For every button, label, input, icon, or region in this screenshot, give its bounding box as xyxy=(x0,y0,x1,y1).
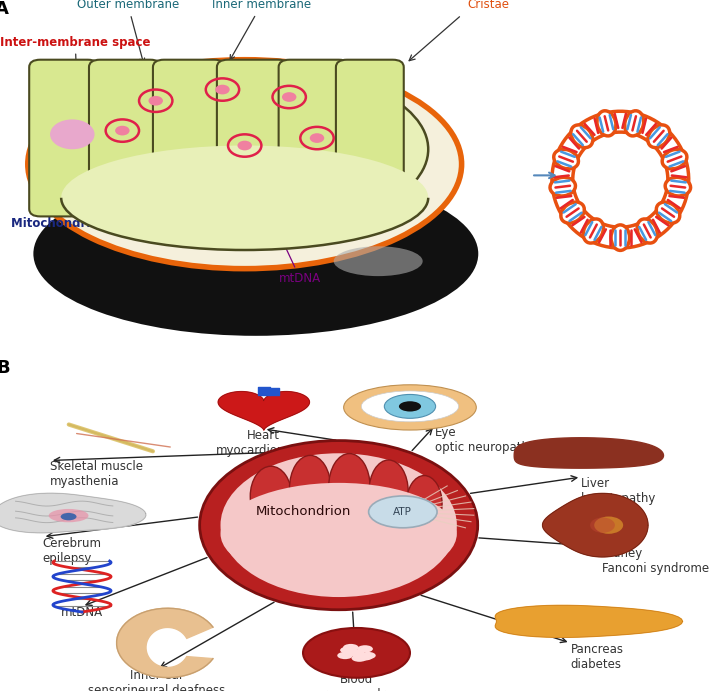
Ellipse shape xyxy=(329,453,370,520)
Ellipse shape xyxy=(559,200,586,225)
Ellipse shape xyxy=(289,455,331,522)
Text: mtDNA: mtDNA xyxy=(61,607,103,619)
Ellipse shape xyxy=(639,220,656,241)
Text: Inter-membrane space: Inter-membrane space xyxy=(0,35,150,108)
Polygon shape xyxy=(0,493,146,533)
Polygon shape xyxy=(496,605,682,637)
Text: Liver
hepatopathy: Liver hepatopathy xyxy=(581,477,657,505)
Ellipse shape xyxy=(595,109,617,138)
Circle shape xyxy=(309,133,324,143)
FancyBboxPatch shape xyxy=(217,59,289,231)
Ellipse shape xyxy=(627,113,642,134)
Ellipse shape xyxy=(585,220,602,241)
Ellipse shape xyxy=(623,109,645,138)
Text: Inner ear
sensorineural deafness: Inner ear sensorineural deafness xyxy=(88,670,225,691)
FancyBboxPatch shape xyxy=(29,59,98,216)
Ellipse shape xyxy=(667,179,689,194)
Ellipse shape xyxy=(344,385,476,430)
Text: A: A xyxy=(0,0,9,18)
Text: B: B xyxy=(0,359,10,377)
Ellipse shape xyxy=(590,518,615,533)
Ellipse shape xyxy=(28,59,461,269)
Ellipse shape xyxy=(220,453,457,597)
Text: Kidney
Fanconi syndrome: Kidney Fanconi syndrome xyxy=(602,547,709,575)
Ellipse shape xyxy=(334,246,423,276)
Ellipse shape xyxy=(658,204,678,221)
Ellipse shape xyxy=(200,441,478,609)
Circle shape xyxy=(337,652,353,659)
Ellipse shape xyxy=(61,64,429,235)
Ellipse shape xyxy=(582,217,605,245)
Circle shape xyxy=(303,628,410,678)
Ellipse shape xyxy=(650,126,668,146)
Circle shape xyxy=(399,401,421,412)
Ellipse shape xyxy=(612,227,628,249)
Text: Cristae: Cristae xyxy=(467,0,509,11)
Circle shape xyxy=(237,141,252,151)
Ellipse shape xyxy=(548,176,578,198)
Circle shape xyxy=(384,395,436,418)
FancyBboxPatch shape xyxy=(279,59,350,224)
Ellipse shape xyxy=(573,126,591,146)
Ellipse shape xyxy=(635,217,659,245)
Text: ATP: ATP xyxy=(394,507,412,517)
Ellipse shape xyxy=(552,179,574,194)
Circle shape xyxy=(61,513,76,520)
Ellipse shape xyxy=(369,460,408,523)
Ellipse shape xyxy=(664,151,685,167)
Ellipse shape xyxy=(646,123,672,149)
Text: Eye
optic neuropathy: Eye optic neuropathy xyxy=(435,426,536,454)
Text: mtDNA: mtDNA xyxy=(279,235,322,285)
Polygon shape xyxy=(117,608,213,678)
Ellipse shape xyxy=(563,204,583,221)
Text: Inner membrane: Inner membrane xyxy=(212,0,311,60)
Circle shape xyxy=(360,652,376,659)
FancyBboxPatch shape xyxy=(336,59,404,202)
Circle shape xyxy=(352,654,367,662)
Ellipse shape xyxy=(555,151,577,167)
Ellipse shape xyxy=(61,146,429,250)
Circle shape xyxy=(215,85,230,95)
Circle shape xyxy=(115,126,130,135)
Text: Mitochondrion: Mitochondrion xyxy=(255,505,351,518)
Circle shape xyxy=(369,496,437,528)
Ellipse shape xyxy=(48,509,88,522)
Ellipse shape xyxy=(594,516,623,534)
Polygon shape xyxy=(218,392,309,430)
Ellipse shape xyxy=(655,200,682,225)
Circle shape xyxy=(340,647,356,654)
Text: Heart
myocardiopathy: Heart myocardiopathy xyxy=(216,429,312,457)
Ellipse shape xyxy=(34,171,478,336)
FancyBboxPatch shape xyxy=(89,59,161,224)
Circle shape xyxy=(282,92,297,102)
Text: Skeletal muscle
myasthenia: Skeletal muscle myasthenia xyxy=(50,460,143,489)
Ellipse shape xyxy=(406,475,442,532)
Circle shape xyxy=(50,120,95,149)
Ellipse shape xyxy=(610,223,631,252)
Text: Pancreas
diabetes: Pancreas diabetes xyxy=(570,643,623,671)
Ellipse shape xyxy=(599,113,614,134)
Ellipse shape xyxy=(663,176,692,198)
Circle shape xyxy=(343,644,359,651)
FancyBboxPatch shape xyxy=(153,59,225,231)
Circle shape xyxy=(357,653,373,661)
Text: Cerebrum
epilepsy: Cerebrum epilepsy xyxy=(43,537,102,565)
Text: Blood
pearson syndrome: Blood pearson syndrome xyxy=(302,673,411,691)
Ellipse shape xyxy=(552,148,580,171)
Ellipse shape xyxy=(250,466,292,526)
Ellipse shape xyxy=(660,148,689,171)
Text: Mitochondrial matrix: Mitochondrial matrix xyxy=(11,182,150,230)
Polygon shape xyxy=(514,438,664,468)
Ellipse shape xyxy=(220,483,457,585)
Circle shape xyxy=(349,650,364,656)
Ellipse shape xyxy=(361,391,458,422)
Polygon shape xyxy=(543,493,648,557)
Circle shape xyxy=(148,96,163,106)
Ellipse shape xyxy=(569,123,595,149)
Text: Outer membrane: Outer membrane xyxy=(77,0,179,63)
Circle shape xyxy=(357,645,373,652)
